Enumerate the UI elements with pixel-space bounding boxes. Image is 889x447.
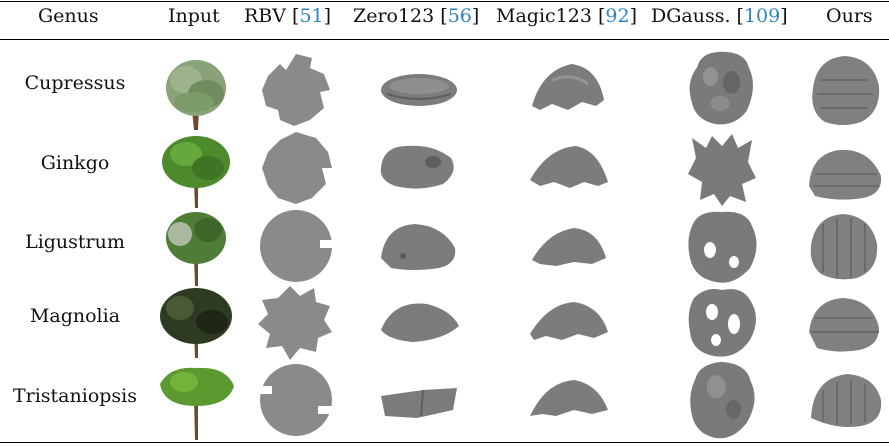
magic123-mesh xyxy=(522,128,614,208)
header-magic123: Magic123 [92] xyxy=(496,5,637,27)
magic123-mesh xyxy=(522,50,614,130)
header-genus: Genus xyxy=(38,5,99,27)
zero123-mesh xyxy=(373,206,465,286)
header-rbv: RBV [51] xyxy=(244,5,332,27)
rbv-reconstruction xyxy=(250,360,342,440)
input-tree-image xyxy=(150,282,242,362)
ours-mesh xyxy=(797,282,889,362)
header-zero123: Zero123 [56] xyxy=(353,5,480,27)
citation-51[interactable]: 51 xyxy=(299,5,324,27)
header-ours: Ours xyxy=(826,5,873,27)
citation-56[interactable]: 56 xyxy=(447,5,472,27)
input-tree-image xyxy=(150,128,242,208)
zero123-mesh xyxy=(373,360,465,440)
genus-label: Cupressus xyxy=(24,72,126,94)
input-tree-image xyxy=(150,206,242,286)
input-tree-image xyxy=(150,50,242,130)
ours-mesh xyxy=(797,206,889,286)
magic123-mesh xyxy=(522,360,614,440)
genus-label: Tristaniopsis xyxy=(12,385,138,407)
ours-mesh xyxy=(797,50,889,130)
rbv-reconstruction xyxy=(250,282,342,362)
dgauss-mesh xyxy=(676,206,768,286)
input-tree-image xyxy=(150,360,242,440)
ours-mesh xyxy=(797,360,889,440)
rbv-reconstruction xyxy=(250,50,342,130)
rbv-reconstruction xyxy=(250,128,342,208)
magic123-mesh xyxy=(522,206,614,286)
genus-label: Ligustrum xyxy=(25,231,125,253)
dgauss-mesh xyxy=(676,360,768,440)
bottom-rule xyxy=(0,442,889,443)
header-dgauss: DGauss. [109] xyxy=(651,5,788,27)
header-rule xyxy=(0,39,889,40)
rbv-reconstruction xyxy=(250,206,342,286)
zero123-mesh xyxy=(373,282,465,362)
dgauss-mesh xyxy=(676,128,768,208)
genus-label: Magnolia xyxy=(29,305,121,327)
ours-mesh xyxy=(797,128,889,208)
genus-label: Ginkgo xyxy=(40,152,110,174)
citation-92[interactable]: 92 xyxy=(605,5,630,27)
magic123-mesh xyxy=(522,282,614,362)
zero123-mesh xyxy=(373,128,465,208)
zero123-mesh xyxy=(373,50,465,130)
citation-109[interactable]: 109 xyxy=(743,5,781,27)
dgauss-mesh xyxy=(676,48,768,128)
header-input: Input xyxy=(168,5,220,27)
dgauss-mesh xyxy=(676,282,768,362)
top-rule xyxy=(0,1,889,2)
